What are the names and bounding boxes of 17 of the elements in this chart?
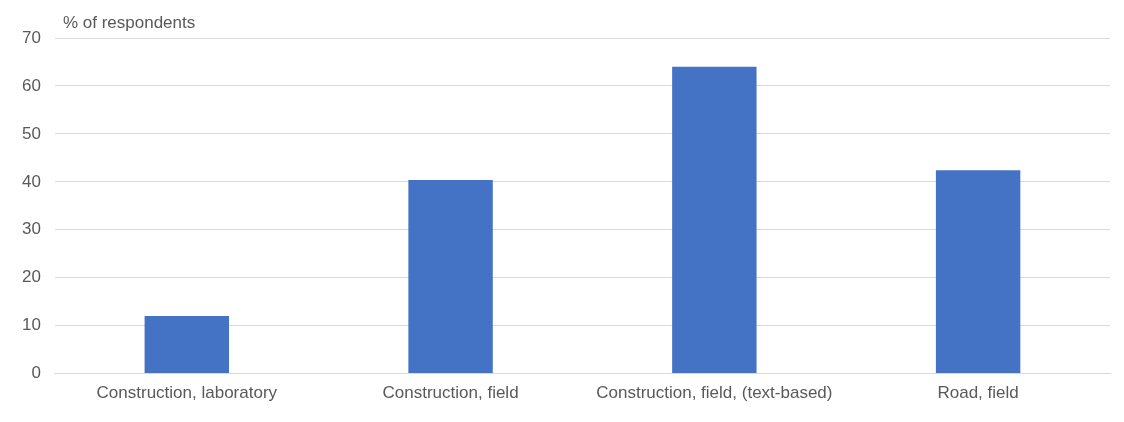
y-tick-label: 60 — [21, 75, 41, 95]
y-tick-label: 30 — [21, 219, 41, 239]
y-tick-label: 40 — [21, 171, 41, 191]
y-tick-label: 0 — [31, 363, 41, 383]
x-tick-label: Construction, laboratory — [96, 383, 278, 403]
y-tick-label: 70 — [21, 27, 41, 47]
x-tick-label: Construction, field, (text-based) — [596, 383, 833, 403]
bar — [408, 179, 493, 374]
bar — [144, 316, 229, 374]
y-axis-title: % of respondents — [62, 13, 196, 32]
x-tick-label: Construction, field — [382, 383, 519, 403]
y-tick-label: 10 — [21, 315, 41, 335]
bar — [935, 170, 1021, 374]
x-tick-label: Road, field — [937, 383, 1019, 403]
y-tick-label: 20 — [21, 267, 41, 287]
bar — [672, 66, 757, 374]
y-tick-label: 50 — [21, 123, 41, 143]
